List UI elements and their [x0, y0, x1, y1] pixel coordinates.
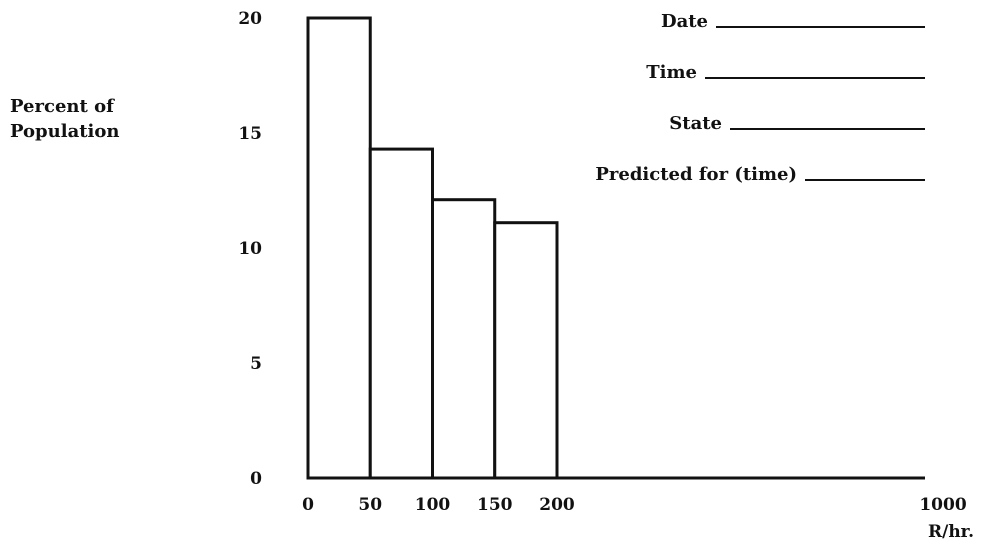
y-tick-20: 20 — [238, 9, 262, 29]
x-tick-0: 0 — [302, 495, 314, 515]
y-tick-0: 0 — [250, 469, 262, 489]
bar-150-200 — [493, 221, 559, 480]
x-tick-200: 200 — [539, 495, 575, 515]
field-label-1: Time — [646, 62, 697, 83]
bar-100-150 — [431, 198, 497, 480]
x-tick-50: 50 — [358, 495, 382, 515]
bar-0-50 — [306, 16, 372, 480]
field-label-0: Date — [661, 11, 708, 32]
y-axis-label-line-1: Percent of — [10, 96, 115, 117]
field-label-2: State — [669, 113, 722, 134]
x-axis-unit: R/hr. — [928, 522, 974, 542]
bar-50-100 — [368, 147, 434, 480]
x-tick-1000: 1000 — [919, 495, 966, 515]
x-tick-labels: 0 50 100 150 200 1000 — [302, 495, 967, 515]
bars — [306, 16, 559, 480]
y-axis-label: Percent of Population — [10, 96, 119, 142]
y-tick-10: 10 — [238, 239, 262, 259]
y-tick-labels: 0 5 10 15 20 — [238, 9, 262, 489]
x-tick-100: 100 — [415, 495, 451, 515]
x-tick-150: 150 — [477, 495, 513, 515]
y-axis-label-line-2: Population — [10, 121, 119, 142]
y-tick-15: 15 — [238, 124, 262, 144]
y-tick-5: 5 — [250, 354, 262, 374]
field-label-3: Predicted for (time) — [595, 164, 797, 185]
form-fields: Date Time State Predicted for (time) — [595, 11, 925, 185]
